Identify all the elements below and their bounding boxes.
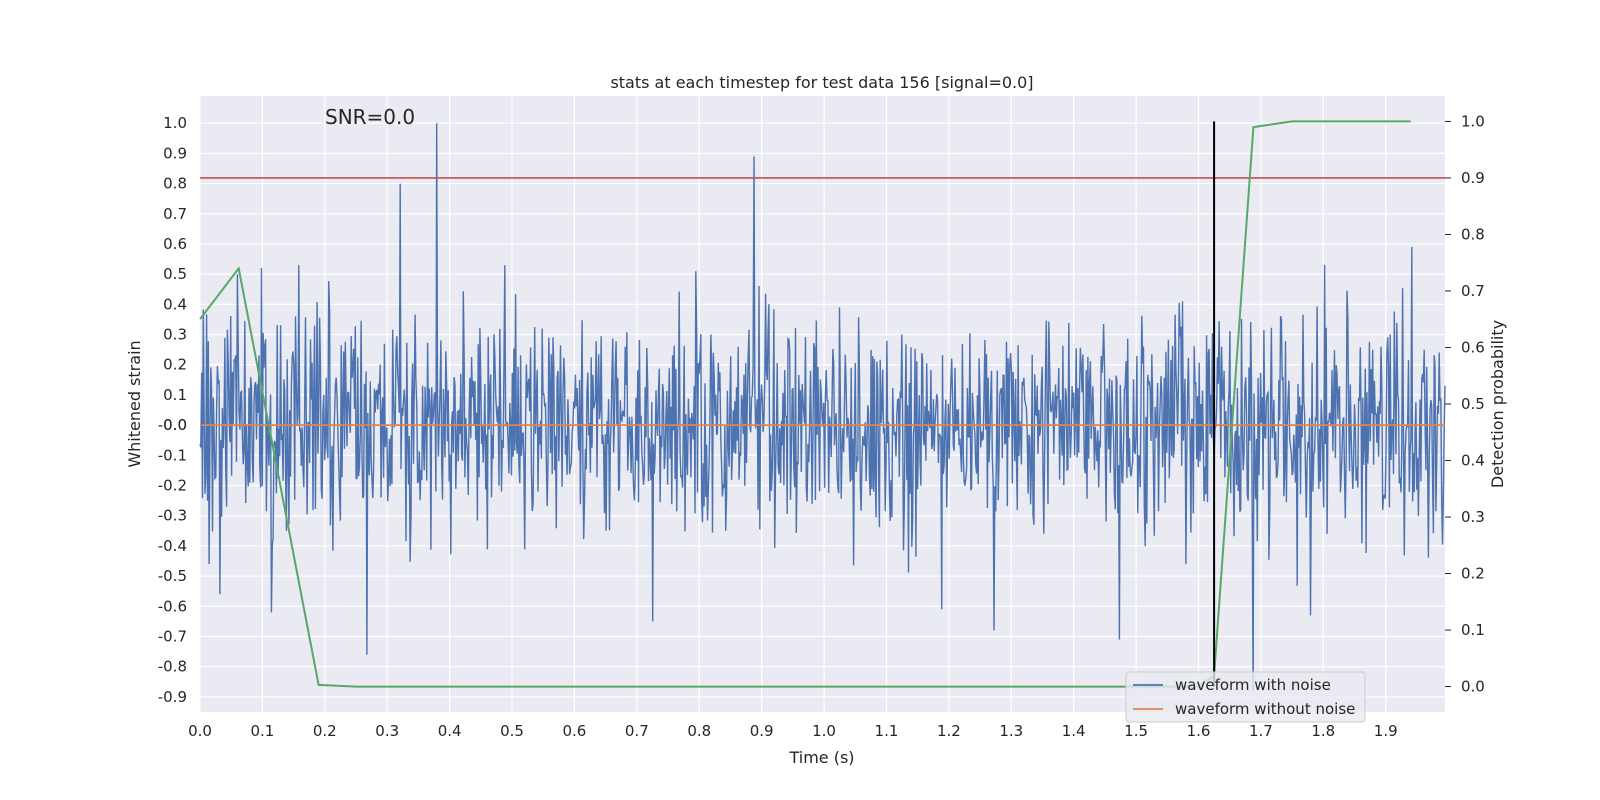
y-tick-label: -0.2 <box>158 477 187 495</box>
x-tick-label: 0.0 <box>188 722 212 740</box>
y2-tick-label: 0.4 <box>1461 452 1485 470</box>
legend-label-clean: waveform without noise <box>1175 700 1355 718</box>
y-tick-label: -0.6 <box>158 597 187 615</box>
x-tick-label: 0.3 <box>375 722 399 740</box>
y2-tick-label: 0.2 <box>1461 565 1485 583</box>
legend-box <box>1125 671 1366 723</box>
y-tick-label: 0.6 <box>163 235 187 253</box>
x-tick-label: 0.5 <box>500 722 524 740</box>
y-tick-label: -0.5 <box>158 567 187 585</box>
grid <box>199 96 1445 712</box>
x-tick-label: 1.5 <box>1124 722 1148 740</box>
x-tick-label: 1.9 <box>1374 722 1398 740</box>
x-tick-label: 0.9 <box>750 722 774 740</box>
y2-tick-label: 0.1 <box>1461 621 1485 639</box>
legend: waveform with noise waveform without noi… <box>1125 671 1366 723</box>
y-tick-label: -0.9 <box>158 688 187 706</box>
y-axis-label: Whitened strain <box>125 340 144 467</box>
y-tick-label: 0.8 <box>163 175 187 193</box>
x-tick-label: 1.1 <box>875 722 899 740</box>
y2-tick-label: 0.6 <box>1461 338 1485 356</box>
y-tick-label: 0.7 <box>163 205 187 223</box>
series-detection-probability <box>199 120 1411 688</box>
x-tick-label: 0.2 <box>313 722 337 740</box>
x-tick-label: 1.3 <box>999 722 1023 740</box>
y2-tick-label: 0.9 <box>1461 169 1485 187</box>
series-layer <box>199 120 1446 691</box>
snr-annotation: SNR=0.0 <box>325 105 415 129</box>
x-tick-label: 1.7 <box>1249 722 1273 740</box>
y2-tick-label: 0.8 <box>1461 225 1485 243</box>
x-axis-label: Time (s) <box>788 748 854 767</box>
y-tick-label: 0.3 <box>163 326 187 344</box>
x-tick-label: 1.4 <box>1062 722 1086 740</box>
y2-tick-label: 1.0 <box>1461 112 1485 130</box>
y2-tick-label: 0.5 <box>1461 395 1485 413</box>
y-tick-label: -0.4 <box>158 537 187 555</box>
y-tick-label: 0.1 <box>163 386 187 404</box>
y-tick-label: -0.8 <box>158 658 187 676</box>
x-tick-label: 0.6 <box>563 722 587 740</box>
y-tick-label: 0.5 <box>163 265 187 283</box>
y-tick-label: 0.4 <box>163 295 187 313</box>
x-tick-label: 1.0 <box>812 722 836 740</box>
y-tick-label: 0.9 <box>163 144 187 162</box>
x-tick-label: 1.2 <box>937 722 961 740</box>
y-tick-label: 0.0 <box>163 416 187 434</box>
y-tick-label: 0.2 <box>163 356 187 374</box>
y2-tick-label: 0.0 <box>1461 678 1485 696</box>
y-tick-label: -0.0 <box>158 416 187 434</box>
x-tick-label: 0.7 <box>625 722 649 740</box>
chart-title: stats at each timestep for test data 156… <box>610 73 1033 92</box>
series-waveform-with-noise <box>199 123 1446 691</box>
x-tick-label: 0.4 <box>438 722 462 740</box>
axis-ticks: 0.0 0.1 0.2 0.3 0.4 0.5 0.6 0.7 0.8 0.9 1.0 1.1 1.2 1… <box>158 112 1485 740</box>
x-tick-label: 1.8 <box>1311 722 1335 740</box>
y2-axis-label: Detection probability <box>1488 320 1507 488</box>
y-tick-label: 1.0 <box>163 114 187 132</box>
y-tick-label: -0.1 <box>158 446 187 464</box>
y2-tick-label: 0.7 <box>1461 282 1485 300</box>
x-tick-label: 1.6 <box>1187 722 1211 740</box>
x-tick-label: 0.8 <box>687 722 711 740</box>
y-tick-label: -0.3 <box>158 507 187 525</box>
y-tick-label: -0.7 <box>158 628 187 646</box>
y2-tick-label: 0.3 <box>1461 508 1485 526</box>
x-tick-label: 0.1 <box>250 722 274 740</box>
legend-label-noise: waveform with noise <box>1175 676 1331 694</box>
